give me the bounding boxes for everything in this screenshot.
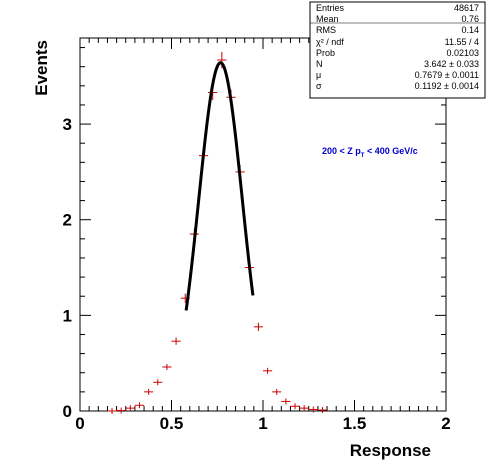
data-point	[153, 379, 163, 386]
data-point	[171, 337, 181, 345]
stat-value: 0.02103	[446, 48, 479, 58]
data-point	[253, 322, 263, 331]
x-tick-label: 0	[75, 414, 84, 433]
stat-value: 48617	[454, 3, 479, 13]
data-point	[317, 407, 328, 414]
annotation-prefix: 200 < Z p	[322, 146, 361, 156]
stats-box-frame	[309, 1, 486, 99]
data-point	[263, 367, 273, 374]
stat-value: 0.76	[461, 14, 479, 24]
data-point	[134, 402, 145, 409]
stat-label: N	[316, 59, 323, 69]
y-axis-title: Events	[32, 40, 51, 96]
data-point	[125, 405, 135, 412]
stat-label: χ² / ndf	[316, 37, 344, 47]
stat-value: 3.642 ± 0.033	[424, 59, 479, 69]
x-tick-label: 1.5	[343, 414, 367, 433]
stat-label: μ	[316, 70, 321, 80]
data-point	[308, 406, 318, 413]
data-point	[116, 407, 126, 414]
stat-label: Mean	[316, 14, 339, 24]
stats-rows: Entries 48617 Mean 0.76 RMS 0.14 χ² / ndf 11.55…	[316, 3, 479, 91]
data-point	[162, 364, 172, 371]
y-tick-label: 3	[63, 115, 72, 134]
stat-label: Prob	[316, 48, 335, 58]
data-point	[272, 388, 282, 395]
x-tick-label: 0.5	[160, 414, 184, 433]
stat-value: 0.1192 ± 0.0014	[415, 81, 479, 91]
stat-value: 11.55 / 4	[445, 37, 479, 47]
y-tick-label: 2	[63, 211, 72, 230]
annotation-subscript: T	[361, 153, 365, 159]
x-axis-title: Response	[350, 441, 431, 460]
y-tick-label: 1	[63, 306, 72, 325]
pt-range-annotation: 200 < Z pT < 400 GeV/c	[322, 146, 418, 159]
data-point	[299, 405, 309, 412]
x-tick-label: 1	[258, 414, 267, 433]
stat-label: RMS	[316, 25, 336, 35]
stat-value: 0.7679 ± 0.0011	[415, 70, 479, 80]
stat-label: σ	[316, 81, 322, 91]
x-axis-tick-labels: 0 0.5 1 1.5 2	[75, 414, 450, 433]
stat-value: 0.14	[461, 25, 479, 35]
data-point	[107, 408, 117, 414]
x-tick-label: 2	[441, 414, 450, 433]
stat-label: Entries	[316, 3, 345, 13]
data-point	[290, 403, 300, 410]
data-point	[144, 388, 154, 395]
gaussian-fit-curve	[184, 61, 255, 311]
data-point	[281, 398, 291, 405]
annotation-suffix: < 400 GeV/c	[364, 146, 417, 156]
stats-box: Entries 48617 Mean 0.76 RMS 0.14 χ² / ndf 11.55…	[309, 1, 486, 99]
y-axis-tick-labels: 0 1 2 3	[63, 115, 72, 421]
y-tick-label: 0	[63, 402, 72, 421]
